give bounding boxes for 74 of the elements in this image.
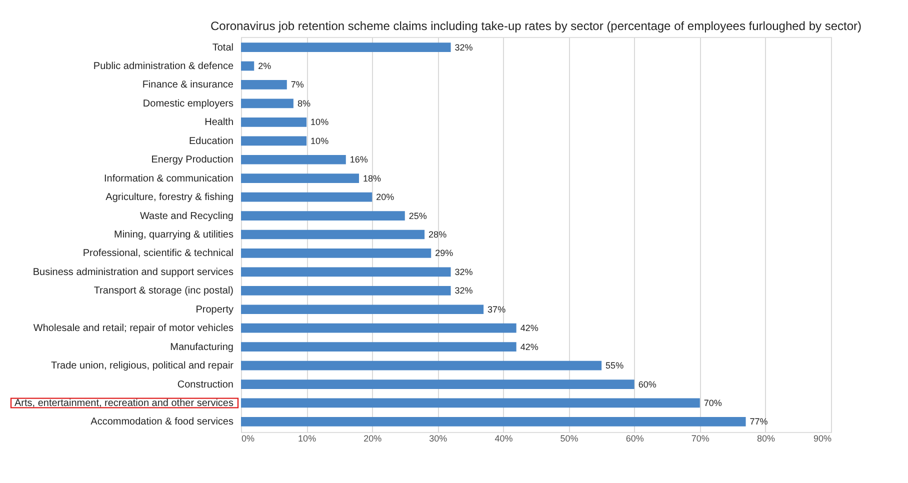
- data-label: 20%: [376, 192, 394, 202]
- data-label: 7%: [290, 80, 304, 90]
- y-tick-label: Information & communication: [104, 173, 234, 184]
- bar: [241, 192, 372, 202]
- bar: [241, 118, 307, 127]
- bar: [241, 286, 451, 296]
- y-tick-label: Wholesale and retail; repair of motor vehicles: [33, 323, 234, 334]
- y-tick-label: Construction: [177, 379, 234, 390]
- y-tick-label: Public administration & defence: [93, 61, 234, 72]
- bar: [241, 323, 516, 333]
- y-tick-label: Transport & storage (inc postal): [94, 286, 234, 297]
- data-label: 55%: [606, 360, 624, 371]
- x-tick-label: 60%: [626, 434, 644, 444]
- bar: [241, 61, 254, 71]
- y-tick-label: Accommodation & food services: [90, 416, 234, 428]
- data-label: 42%: [520, 342, 538, 352]
- bar: [241, 136, 307, 146]
- data-label: 28%: [428, 230, 447, 240]
- x-tick-label: 0%: [242, 434, 255, 444]
- bar: [241, 304, 484, 314]
- data-label: 77%: [750, 416, 768, 427]
- y-tick-label: Finance & insurance: [142, 80, 234, 91]
- y-tick-label: Health: [204, 117, 234, 128]
- x-tick-label: 80%: [756, 434, 775, 444]
- y-tick-label: Agriculture, forestry & fishing: [106, 192, 234, 204]
- data-label: 8%: [297, 98, 310, 108]
- x-tick-label: 40%: [494, 434, 513, 444]
- y-tick-label: Trade union, religious, political and repair: [50, 360, 234, 372]
- bar: [241, 360, 602, 370]
- chart-title: Coronavirus job retention scheme claims including take-up rates by sector (percentage of employees furloughed by sector): [210, 19, 862, 33]
- x-tick-label: 10%: [298, 434, 316, 444]
- y-tick-label: Professional, scientific & technical: [82, 248, 234, 260]
- y-tick-label: Waste and Recycling: [140, 210, 234, 222]
- data-label: 10%: [310, 117, 329, 128]
- bar: [241, 380, 634, 389]
- y-tick-label: Energy Production: [151, 154, 234, 166]
- y-tick-label: Mining, quarrying & utilities: [114, 230, 234, 240]
- data-label: 25%: [408, 210, 427, 221]
- data-label: 18%: [363, 173, 382, 184]
- y-tick-label: Domestic employers: [142, 98, 234, 110]
- y-tick-label: Manufacturing: [170, 342, 234, 353]
- y-tick-label: Business administration and support services: [32, 266, 234, 278]
- data-label: 70%: [704, 398, 722, 408]
- bar: [241, 248, 432, 258]
- bar: [241, 98, 294, 108]
- bar: [241, 230, 425, 240]
- data-label: 32%: [454, 286, 473, 296]
- bar: [241, 211, 405, 220]
- y-tick-label: Property: [196, 304, 234, 316]
- y-tick-label: Arts, entertainment, recreation and other services: [14, 398, 234, 409]
- bar: [241, 42, 451, 52]
- data-label: 16%: [350, 154, 368, 165]
- data-label: 32%: [454, 42, 473, 52]
- data-label: 10%: [310, 136, 329, 146]
- x-tick-label: 50%: [560, 434, 578, 444]
- x-tick-label: 70%: [691, 434, 710, 444]
- data-label: 29%: [435, 248, 454, 258]
- data-label: 2%: [258, 61, 272, 72]
- bar: [241, 80, 287, 90]
- x-tick-label: 20%: [364, 434, 382, 444]
- data-label: 60%: [638, 379, 656, 390]
- bar: [241, 342, 516, 352]
- bar: [241, 417, 746, 426]
- bar: [241, 154, 346, 164]
- data-label: 32%: [454, 266, 473, 277]
- bar: [241, 398, 700, 408]
- bar: [241, 267, 451, 277]
- x-tick-label: 90%: [813, 434, 832, 444]
- data-label: 42%: [520, 323, 538, 334]
- data-label: 37%: [488, 304, 506, 314]
- y-tick-label: Total: [212, 42, 234, 54]
- bar: [241, 174, 359, 184]
- x-tick-label: 30%: [429, 434, 448, 444]
- y-tick-label: Education: [189, 136, 234, 147]
